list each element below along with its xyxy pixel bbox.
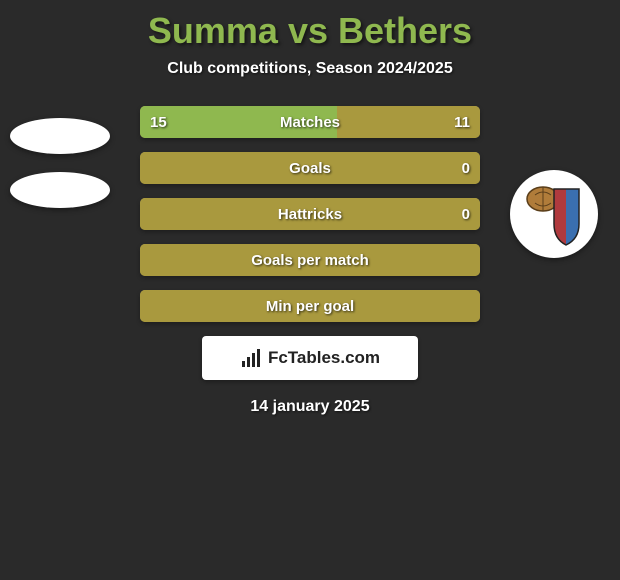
stat-bar: Min per goal [140,290,480,322]
footer-brand-text: FcTables.com [268,348,380,368]
avatar-ellipse [10,172,110,208]
stat-label: Matches [140,106,480,138]
avatar-ellipse [10,118,110,154]
club-crest-icon [519,179,589,249]
stat-label: Min per goal [140,290,480,322]
stat-label: Goals [140,152,480,184]
player-left-avatar [10,118,110,218]
title-vs: vs [288,10,328,51]
title-left: Summa [148,10,278,51]
club-badge [510,170,598,258]
title-right: Bethers [338,10,472,51]
stat-bar: Goals0 [140,152,480,184]
stat-row: Min per goal [0,290,620,322]
stat-value-right: 11 [454,106,470,138]
stat-value-right: 0 [462,152,470,184]
date-text: 14 january 2025 [0,398,620,416]
subtitle: Club competitions, Season 2024/2025 [0,60,620,78]
footer-brand[interactable]: FcTables.com [202,336,418,380]
stat-label: Goals per match [140,244,480,276]
stat-value-right: 0 [462,198,470,230]
bar-chart-icon [240,347,262,369]
stat-bar: Hattricks0 [140,198,480,230]
player-right-club-badge [510,170,610,270]
stat-bar: Goals per match [140,244,480,276]
stat-bar: Matches15 11 [140,106,480,138]
stat-value-left: 15 [150,106,167,138]
stat-label: Hattricks [140,198,480,230]
page-title: Summa vs Bethers [0,0,620,52]
